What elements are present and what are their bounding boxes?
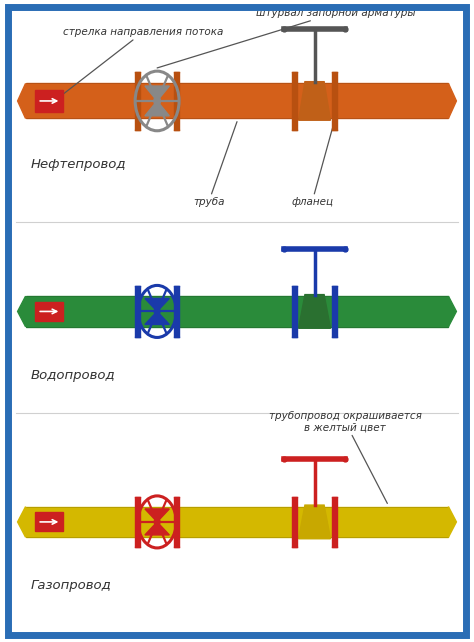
Text: фланец: фланец [291,122,334,207]
Polygon shape [299,82,330,120]
Text: труба: труба [193,122,237,207]
Polygon shape [18,83,26,119]
Bar [36,512,63,532]
Text: Газопровод: Газопровод [30,579,111,592]
Polygon shape [299,505,330,539]
Polygon shape [299,295,330,328]
Polygon shape [145,311,169,324]
Bar [26,296,448,327]
Text: стрелка направления потока: стрелка направления потока [58,27,223,98]
Bar [26,507,448,537]
Bar [292,286,297,336]
Polygon shape [145,299,169,311]
Polygon shape [448,296,456,327]
Bar [135,286,140,336]
Text: Водопровод: Водопровод [30,369,115,382]
Circle shape [154,518,160,526]
Circle shape [154,96,160,105]
Bar [332,286,337,336]
Polygon shape [145,101,169,116]
Bar [332,497,337,547]
Bar [26,83,448,119]
Text: Нефтепровод: Нефтепровод [30,158,126,171]
Bar [36,90,63,112]
Polygon shape [145,522,169,535]
Bar [174,497,180,547]
Polygon shape [448,507,456,537]
Text: штурвал запорной арматуры: штурвал запорной арматуры [157,8,416,68]
Bar [135,497,140,547]
Bar [174,286,180,336]
Polygon shape [18,296,26,327]
Circle shape [154,308,160,315]
Polygon shape [18,507,26,537]
Text: трубопровод окрашивается
в желтый цвет: трубопровод окрашивается в желтый цвет [269,411,421,503]
Bar [292,72,297,130]
Bar [332,72,337,130]
Polygon shape [448,83,456,119]
Bar [292,497,297,547]
Bar [174,72,180,130]
Bar [135,72,140,130]
Polygon shape [145,509,169,522]
Polygon shape [145,86,169,101]
Bar [36,302,63,321]
